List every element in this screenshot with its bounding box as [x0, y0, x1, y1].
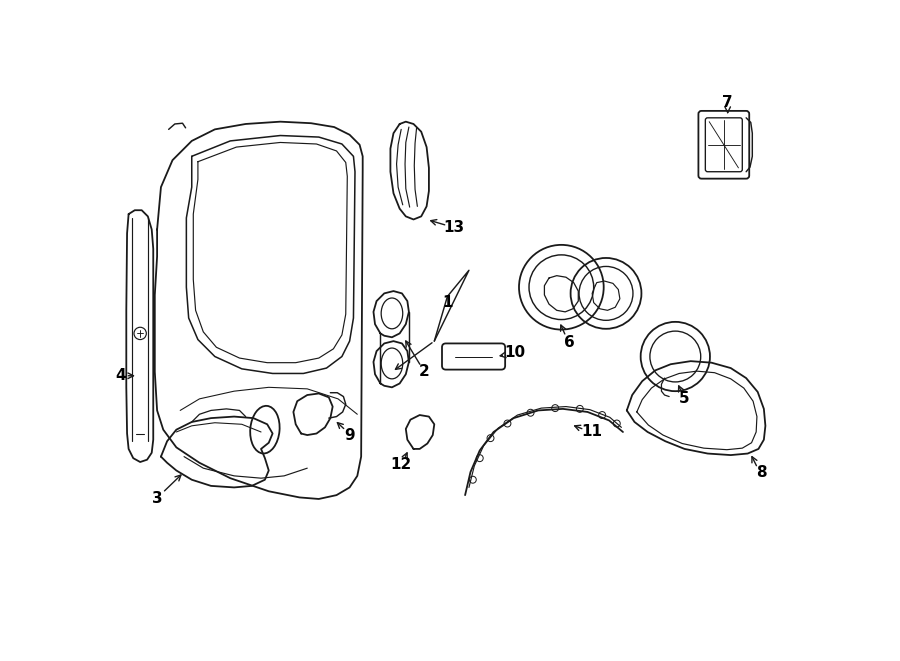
- Text: 8: 8: [756, 465, 767, 479]
- Text: 9: 9: [345, 428, 355, 443]
- Text: 11: 11: [581, 424, 603, 440]
- Text: 4: 4: [115, 368, 125, 383]
- Text: 3: 3: [152, 492, 162, 506]
- Text: 5: 5: [680, 391, 690, 407]
- Text: 1: 1: [442, 295, 453, 310]
- Text: 10: 10: [505, 345, 526, 360]
- Text: 12: 12: [391, 457, 412, 472]
- Text: 6: 6: [563, 335, 574, 350]
- Text: 7: 7: [723, 95, 733, 110]
- Text: 2: 2: [418, 364, 429, 379]
- Text: 13: 13: [443, 219, 464, 235]
